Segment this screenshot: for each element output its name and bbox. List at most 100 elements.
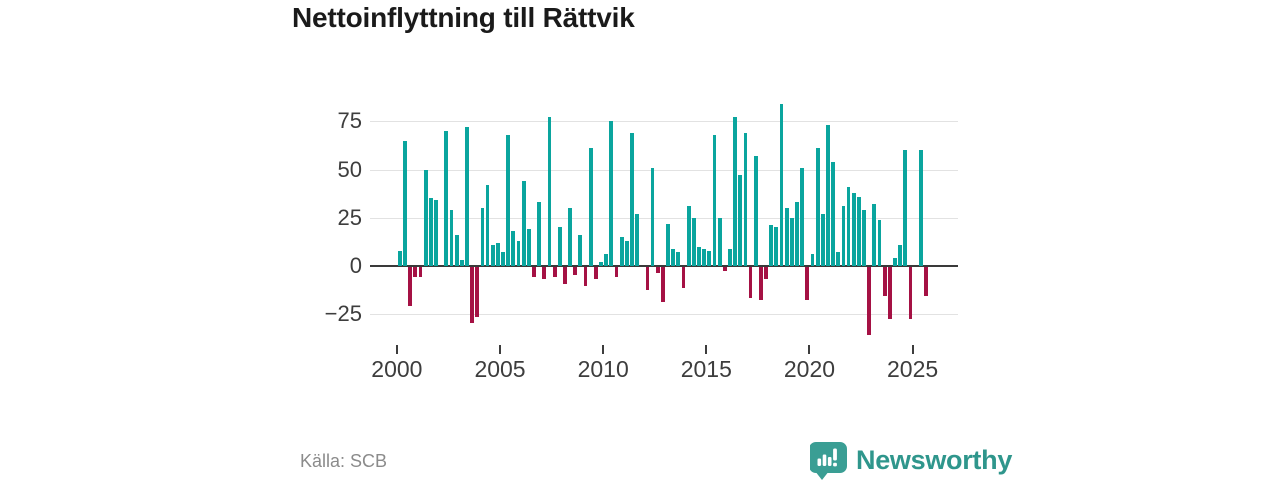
positive-bar	[465, 127, 469, 266]
negative-bar	[532, 267, 536, 277]
positive-bar	[800, 167, 805, 266]
positive-bar	[691, 217, 696, 266]
positive-bar	[676, 252, 681, 266]
x-axis-tick-mark	[602, 345, 605, 354]
gridline	[370, 217, 958, 219]
positive-bar	[578, 235, 583, 266]
positive-bar	[862, 210, 866, 266]
positive-bar	[836, 252, 841, 266]
newsworthy-logo-text: Newsworthy	[856, 445, 1013, 475]
x-axis-tick-mark	[499, 345, 502, 354]
y-axis-tick-label: 25	[337, 204, 362, 230]
negative-bar	[475, 267, 480, 318]
positive-bar	[434, 200, 438, 266]
negative-bar	[418, 267, 423, 277]
negative-bar	[470, 267, 474, 323]
positive-bar	[635, 213, 640, 266]
positive-bar	[872, 204, 877, 266]
negative-bar	[867, 267, 872, 335]
positive-bar	[795, 202, 799, 266]
positive-bar	[898, 244, 903, 266]
gridline	[370, 169, 958, 171]
positive-bar	[588, 148, 593, 266]
x-axis-tick-label: 2000	[371, 356, 423, 382]
y-axis-tick-label: 75	[337, 108, 362, 134]
positive-bar	[753, 155, 758, 266]
x-axis-tick-label: 2005	[474, 356, 526, 382]
negative-bar	[655, 267, 660, 273]
positive-bar	[516, 240, 521, 266]
negative-bar	[764, 267, 768, 279]
positive-bar	[568, 208, 572, 266]
negative-bar	[908, 267, 913, 320]
positive-bar	[485, 184, 490, 266]
positive-bar	[403, 140, 407, 266]
positive-bar	[557, 227, 562, 266]
zero-line	[370, 265, 958, 267]
negative-bar	[583, 267, 588, 287]
y-axis-tick-label: −25	[324, 301, 362, 327]
positive-bar	[686, 206, 691, 266]
negative-bar	[408, 267, 413, 306]
positive-bar	[774, 227, 779, 266]
positive-bar	[444, 130, 449, 266]
positive-bar	[903, 150, 908, 266]
positive-bar	[480, 208, 485, 266]
negative-bar	[748, 267, 753, 298]
positive-bar	[769, 225, 774, 266]
positive-bar	[537, 202, 542, 266]
negative-bar	[552, 267, 557, 277]
negative-bar	[722, 267, 727, 271]
positive-bar	[918, 150, 923, 266]
positive-bar	[697, 246, 701, 266]
positive-bar	[459, 260, 464, 266]
negative-bar	[563, 267, 567, 285]
y-axis-tick-label: 0	[349, 253, 362, 278]
gridline	[370, 314, 958, 316]
x-axis-tick-mark	[705, 345, 708, 354]
negative-bar	[882, 267, 887, 296]
positive-bar	[877, 219, 882, 266]
x-axis-tick-label: 2010	[577, 356, 629, 382]
x-axis-tick-mark	[808, 345, 811, 354]
negative-bar	[887, 267, 892, 320]
positive-bar	[428, 198, 433, 266]
positive-bar	[707, 250, 712, 266]
positive-bar	[506, 134, 511, 266]
positive-bar	[831, 161, 835, 266]
positive-bar	[851, 192, 856, 266]
positive-bar	[671, 248, 676, 266]
positive-bar	[810, 254, 815, 266]
positive-bar	[609, 121, 614, 266]
positive-bar	[547, 117, 552, 266]
positive-bar	[717, 217, 722, 266]
negative-bar	[542, 267, 547, 279]
positive-bar	[650, 167, 655, 266]
positive-bar	[846, 186, 851, 266]
negative-bar	[645, 267, 650, 291]
x-axis-tick-label: 2020	[783, 356, 836, 382]
positive-bar	[841, 206, 846, 266]
positive-bar	[820, 213, 825, 266]
positive-bar	[526, 229, 531, 266]
positive-bar	[856, 196, 861, 266]
x-axis-tick-mark	[911, 345, 914, 354]
positive-bar	[893, 258, 897, 266]
positive-bar	[423, 169, 428, 266]
positive-bar	[521, 181, 526, 266]
x-axis-tick-label: 2025	[887, 356, 939, 382]
positive-bar	[511, 231, 516, 266]
positive-bar	[619, 237, 624, 266]
positive-bar	[604, 254, 609, 266]
negative-bar	[593, 267, 598, 279]
positive-bar	[784, 208, 789, 266]
positive-bar	[624, 240, 629, 266]
positive-bar	[743, 132, 748, 266]
x-axis-tick-label: 2015	[680, 356, 732, 382]
positive-bar	[702, 248, 707, 266]
newsworthy-speech-bubble-barchart-icon	[810, 442, 847, 480]
positive-bar	[789, 217, 794, 266]
positive-bar	[666, 223, 670, 266]
positive-bar	[599, 262, 603, 266]
positive-bar	[449, 210, 454, 266]
